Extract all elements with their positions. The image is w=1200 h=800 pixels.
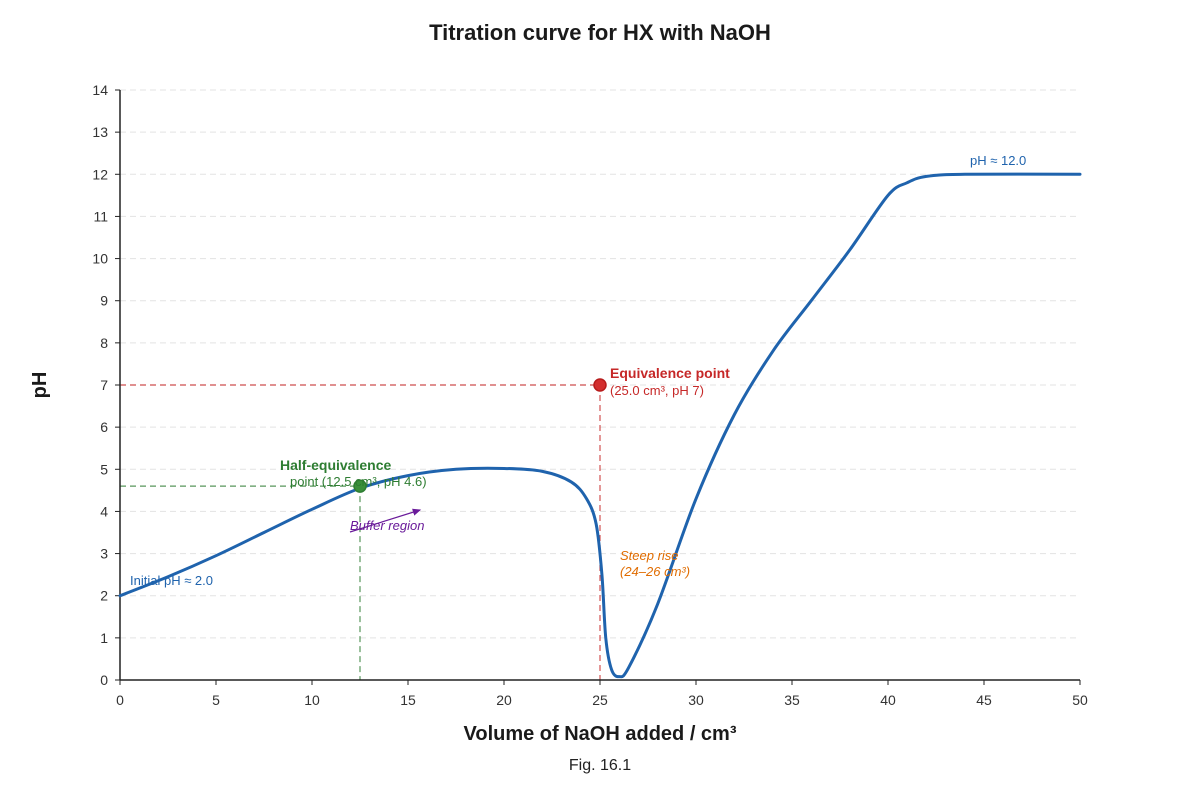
half-equivalence-detail: point (12.5 cm³, pH 4.6) bbox=[290, 474, 427, 489]
marker-point-1 bbox=[593, 378, 607, 392]
point-markers bbox=[353, 378, 607, 493]
figure-caption: Fig. 16.1 bbox=[569, 757, 631, 774]
initial-ph-label: Initial pH ≈ 2.0 bbox=[130, 573, 213, 588]
equivalence-detail: (25.0 cm³, pH 7) bbox=[610, 383, 704, 398]
half-equivalence-title: Half-equivalence bbox=[280, 457, 391, 473]
steep-rise-range: (24–26 cm³) bbox=[620, 564, 690, 579]
x-axis-ticks: 0 5 10 15 20 25 30 35 40 45 50 bbox=[116, 680, 1088, 708]
y-tick-label-9: 9 bbox=[100, 293, 108, 309]
x-tick-label-30: 30 bbox=[688, 692, 704, 708]
guide-lines bbox=[120, 384, 601, 680]
y-tick-label-1: 1 bbox=[100, 630, 108, 646]
equivalence-title: Equivalence point bbox=[610, 365, 730, 381]
x-tick-label-35: 35 bbox=[784, 692, 800, 708]
y-tick-label-13: 13 bbox=[92, 124, 108, 140]
chart-title: Titration curve for HX with NaOH bbox=[429, 20, 771, 45]
buffer-arrow bbox=[349, 508, 422, 533]
x-tick-label-40: 40 bbox=[880, 692, 896, 708]
y-tick-label-14: 14 bbox=[92, 82, 108, 98]
x-axis-label: Volume of NaOH added / cm³ bbox=[464, 723, 737, 745]
y-tick-label-12: 12 bbox=[92, 166, 108, 182]
x-tick-label-5: 5 bbox=[212, 692, 220, 708]
y-tick-label-2: 2 bbox=[100, 588, 108, 604]
x-tick-label-20: 20 bbox=[496, 692, 512, 708]
x-tick-label-0: 0 bbox=[116, 692, 124, 708]
final-ph-label: pH ≈ 12.0 bbox=[970, 153, 1026, 168]
y-tick-label-8: 8 bbox=[100, 335, 108, 351]
y-tick-label-4: 4 bbox=[100, 503, 108, 519]
y-tick-label-3: 3 bbox=[100, 546, 108, 562]
buffer-region-label: Buffer region bbox=[350, 518, 424, 533]
y-tick-label-10: 10 bbox=[92, 251, 108, 267]
y-tick-label-5: 5 bbox=[100, 461, 108, 477]
y-tick-label-11: 11 bbox=[93, 208, 108, 224]
y-tick-label-6: 6 bbox=[100, 419, 108, 435]
x-tick-label-50: 50 bbox=[1072, 692, 1088, 708]
x-tick-label-25: 25 bbox=[592, 692, 608, 708]
y-tick-label-0: 0 bbox=[100, 672, 108, 688]
x-tick-label-10: 10 bbox=[304, 692, 320, 708]
x-tick-label-45: 45 bbox=[976, 692, 992, 708]
steep-rise-label: Steep rise bbox=[620, 548, 679, 563]
marker-point-0 bbox=[353, 479, 367, 493]
x-tick-label-15: 15 bbox=[400, 692, 416, 708]
y-tick-label-7: 7 bbox=[100, 377, 108, 393]
y-axis-label: pH bbox=[29, 372, 51, 399]
